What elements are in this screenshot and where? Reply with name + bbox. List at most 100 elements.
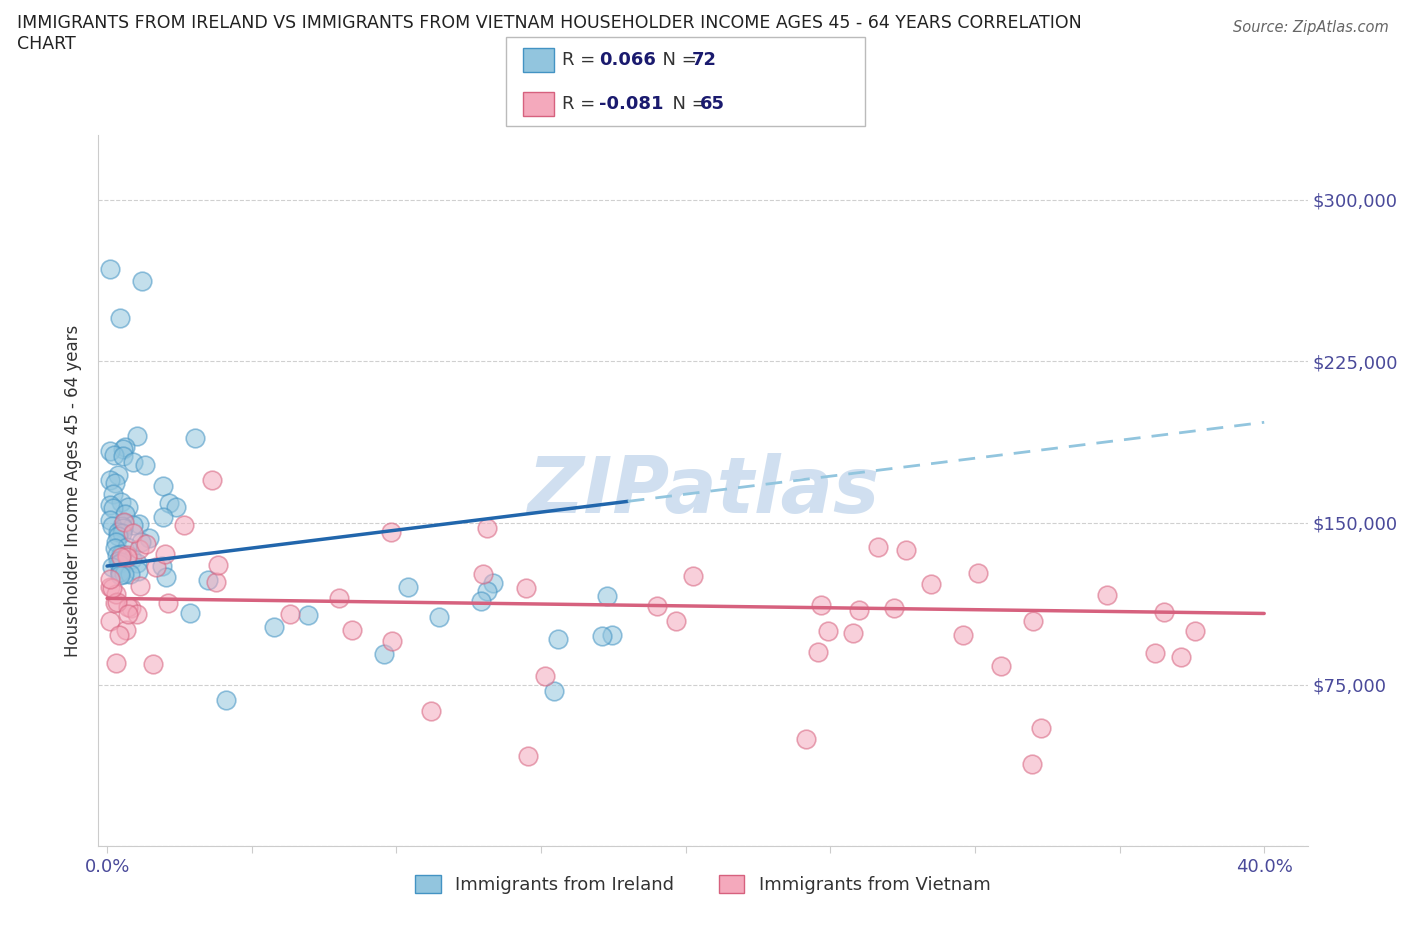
Point bbox=[373, 646, 395, 661]
Point bbox=[117, 606, 139, 621]
Point bbox=[155, 569, 177, 584]
Point bbox=[475, 584, 498, 599]
Point bbox=[114, 507, 136, 522]
Point bbox=[110, 311, 132, 325]
Point bbox=[129, 534, 152, 549]
Text: 0.066: 0.066 bbox=[599, 51, 655, 69]
Point bbox=[883, 601, 905, 616]
Point bbox=[112, 448, 135, 463]
Point bbox=[427, 609, 450, 624]
Point bbox=[967, 565, 990, 580]
Point bbox=[197, 573, 219, 588]
Point bbox=[107, 553, 129, 568]
Point bbox=[128, 541, 150, 556]
Text: R =: R = bbox=[562, 51, 602, 69]
Point bbox=[894, 543, 917, 558]
Point bbox=[794, 731, 817, 746]
Point bbox=[380, 525, 402, 539]
Point bbox=[263, 620, 285, 635]
Point bbox=[1153, 604, 1175, 619]
Point bbox=[107, 628, 129, 643]
Point bbox=[600, 628, 623, 643]
Point bbox=[807, 644, 830, 659]
Point bbox=[1170, 650, 1192, 665]
Text: 72: 72 bbox=[692, 51, 717, 69]
Point bbox=[121, 518, 143, 533]
Point bbox=[111, 525, 134, 540]
Point bbox=[470, 593, 492, 608]
Point bbox=[1021, 757, 1043, 772]
Point bbox=[112, 516, 135, 531]
Point bbox=[475, 520, 498, 535]
Point bbox=[121, 551, 143, 566]
Point bbox=[201, 472, 224, 487]
Point bbox=[104, 475, 127, 490]
Text: CHART: CHART bbox=[17, 35, 76, 53]
Point bbox=[340, 622, 363, 637]
Text: N =: N = bbox=[661, 95, 713, 113]
Point bbox=[115, 548, 138, 563]
Point bbox=[205, 575, 228, 590]
Point bbox=[98, 571, 121, 586]
Point bbox=[110, 554, 132, 569]
Point bbox=[179, 605, 201, 620]
Point bbox=[117, 600, 139, 615]
Point bbox=[105, 587, 128, 602]
Point bbox=[111, 518, 134, 533]
Point bbox=[127, 606, 149, 621]
Point bbox=[166, 500, 188, 515]
Point bbox=[114, 440, 136, 455]
Text: -0.081: -0.081 bbox=[599, 95, 664, 113]
Point bbox=[127, 563, 149, 578]
Text: ZIPatlas: ZIPatlas bbox=[527, 453, 879, 528]
Point bbox=[108, 565, 131, 579]
Point bbox=[125, 429, 148, 444]
Point bbox=[101, 580, 124, 595]
Point bbox=[104, 535, 127, 550]
Point bbox=[115, 550, 138, 565]
Point bbox=[817, 624, 839, 639]
Point bbox=[152, 510, 174, 525]
Point bbox=[1031, 720, 1053, 735]
Point bbox=[134, 458, 156, 472]
Point bbox=[117, 499, 139, 514]
Point bbox=[868, 539, 890, 554]
Point bbox=[156, 596, 179, 611]
Point bbox=[1184, 624, 1206, 639]
Point bbox=[111, 521, 134, 536]
Point bbox=[107, 525, 129, 539]
Point bbox=[100, 560, 122, 575]
Text: N =: N = bbox=[651, 51, 703, 69]
Point bbox=[591, 629, 613, 644]
Point bbox=[328, 591, 350, 605]
Point bbox=[112, 566, 135, 581]
Point bbox=[848, 603, 870, 618]
Point bbox=[122, 525, 145, 540]
Point bbox=[120, 566, 142, 581]
Point bbox=[107, 528, 129, 543]
Y-axis label: Householder Income Ages 45 - 64 years: Householder Income Ages 45 - 64 years bbox=[65, 325, 83, 657]
Point bbox=[381, 634, 404, 649]
Point bbox=[129, 578, 152, 593]
Point bbox=[547, 631, 569, 646]
Point bbox=[471, 566, 494, 581]
Point bbox=[103, 540, 125, 555]
Point bbox=[810, 597, 832, 612]
Point bbox=[115, 539, 138, 554]
Point bbox=[120, 600, 142, 615]
Point bbox=[100, 512, 122, 527]
Point bbox=[682, 568, 704, 583]
Text: Source: ZipAtlas.com: Source: ZipAtlas.com bbox=[1233, 20, 1389, 35]
Point bbox=[1022, 614, 1045, 629]
Point bbox=[173, 518, 195, 533]
Point bbox=[105, 548, 128, 563]
Point bbox=[153, 547, 176, 562]
Point bbox=[1095, 588, 1118, 603]
Point bbox=[101, 487, 124, 502]
Point bbox=[98, 579, 121, 594]
Point bbox=[157, 496, 180, 511]
Point bbox=[920, 577, 942, 591]
Point bbox=[138, 531, 160, 546]
Point bbox=[98, 498, 121, 512]
Point bbox=[396, 579, 419, 594]
